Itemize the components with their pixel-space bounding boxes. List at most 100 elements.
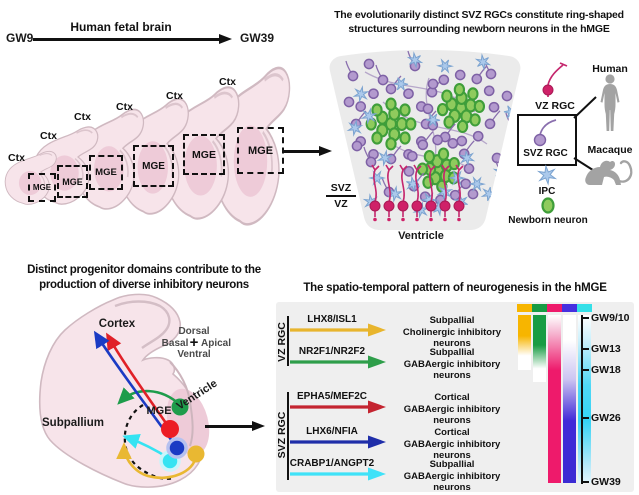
human-silhouette-icon <box>600 74 620 131</box>
mge-cell-diagram <box>329 50 521 230</box>
cortex-label: Cortex <box>98 318 136 330</box>
progenitor-domain-diagram <box>38 293 210 488</box>
tick-label-gw26: GW26 <box>591 412 621 424</box>
panel-bl-title: Distinct progenitor domains contribute t… <box>4 263 284 292</box>
gestation-timeline <box>581 315 584 484</box>
panel-bl-title-line1: Distinct progenitor domains contribute t… <box>27 264 261 276</box>
tick-label-gw9-10: GW9/10 <box>591 312 630 324</box>
yellow-migration-arrow <box>116 442 198 480</box>
svz-vz-axis-label: SVZ VZ <box>326 182 356 210</box>
tick-label-gw18: GW18 <box>591 364 621 376</box>
svz-rgc-legend-label: SVZ RGC <box>523 148 568 159</box>
mge-box-5: MGE <box>183 134 225 175</box>
red-migration-arrow <box>106 332 172 430</box>
compass-ventral-label: Ventral <box>177 349 211 360</box>
vz-label: VZ <box>334 198 348 210</box>
macaque-silhouette-icon <box>585 160 633 185</box>
tl-to-tr-arrowhead-icon <box>319 145 332 156</box>
panel-tl-title: Human fetal brain <box>70 20 172 34</box>
gene-label-nr2f1-nr2f2: NR2F1/NR2F2 <box>298 346 366 357</box>
panel-br-title: The spatio-temporal pattern of neurogene… <box>303 282 607 294</box>
yellow-progenitor-dot <box>187 445 205 463</box>
bar-header-nr2f1 <box>532 304 547 312</box>
newborn-neuron-legend-label: Newborn neuron <box>508 215 588 226</box>
vz-rgc-icon <box>542 62 568 97</box>
panel-tr-title-line2: structures surrounding newborn neurons i… <box>348 23 610 35</box>
human-label: Human <box>592 63 628 75</box>
blue-progenitor-dot <box>166 437 188 459</box>
tick-label-gw13: GW13 <box>591 343 621 355</box>
mge-box-6: MGE <box>237 127 284 174</box>
gene-arrow-green-icon <box>290 355 386 369</box>
tick-gw9-10 <box>583 317 589 319</box>
target-neurons-row3: Cortical GABAergic inhibitory neurons <box>403 392 501 426</box>
mge-box-1: MGE <box>28 173 56 202</box>
bar-header-epha5 <box>547 304 562 312</box>
tick-gw13 <box>583 348 589 350</box>
mge-box-4: MGE <box>133 145 174 187</box>
ctx-label-1: Ctx <box>8 152 25 164</box>
gene-arrow-red-icon <box>290 400 386 414</box>
bl-to-br-arrow-shaft <box>205 425 253 428</box>
gene-label-lhx8-isl1: LHX8/ISL1 <box>307 314 357 325</box>
svz-rgc-zoom-box <box>517 114 577 166</box>
gene-arrow-blue-icon <box>290 435 386 449</box>
gene-arrow-cyan-icon <box>290 467 386 481</box>
tick-gw18 <box>583 369 589 371</box>
compass-apical-label: Apical <box>200 338 231 349</box>
gene-label-crabp1-angpt2: CRABP1/ANGPT2 <box>289 458 375 469</box>
ipc-icon <box>536 164 558 186</box>
svz-rgc-bracket <box>287 392 290 480</box>
vz-rgc-bracket <box>287 316 290 366</box>
green-progenitor-dot <box>171 398 189 416</box>
tick-gw39 <box>583 481 589 483</box>
bar-header-crabp1 <box>577 304 592 312</box>
macaque-label: Macaque <box>587 144 633 156</box>
ctx-label-3: Ctx <box>74 111 91 123</box>
svz-rgc-icon <box>533 119 557 147</box>
gw39-label: GW39 <box>240 31 275 45</box>
expression-bar-lhx6 <box>563 315 576 483</box>
neurogenesis-pattern-panel: VZ RGC SVZ RGC LHX8/ISL1 Subpallial Chol… <box>276 302 634 493</box>
vz-rgc-legend-label: VZ RGC <box>535 100 575 112</box>
gene-arrow-yellow-icon <box>290 323 386 337</box>
bar-header-lhx8 <box>517 304 532 312</box>
target-neurons-row5: Subpallial GABAergic inhibitory neurons <box>403 459 501 493</box>
target-neurons-row1: Subpallial Cholinergic inhibitory neuron… <box>402 315 502 349</box>
compass-basal-label: Basal <box>161 338 189 349</box>
ventricle-label-tr: Ventricle <box>398 230 444 242</box>
newborn-neuron-icon <box>541 197 555 214</box>
gene-label-epha5-mef2c: EPHA5/MEF2C <box>296 391 367 402</box>
svz-label: SVZ <box>326 182 356 197</box>
expression-bar-nr2f1 <box>533 315 546 382</box>
mge-box-2: MGE <box>57 165 88 198</box>
expression-bar-crabp1 <box>578 315 591 483</box>
tl-to-tr-arrow-shaft <box>284 150 320 153</box>
panel-tr-title-line1: The evolutionarily distinct SVZ RGCs con… <box>334 9 624 21</box>
mge-box-3: MGE <box>89 155 123 190</box>
panel-bl-title-line2: production of diverse inhibitory neurons <box>39 278 249 291</box>
subpallium-label: Subpallium <box>42 417 104 429</box>
target-neurons-row4: Cortical GABAergic inhibitory neurons <box>403 427 501 461</box>
ctx-label-5: Ctx <box>166 90 183 102</box>
ctx-label-4: Ctx <box>116 101 133 113</box>
tick-gw26 <box>583 417 589 419</box>
gw9-label: GW9 <box>6 31 34 45</box>
ctx-label-6: Ctx <box>219 76 236 88</box>
ctx-label-2: Ctx <box>40 130 57 142</box>
bar-header-lhx6 <box>562 304 577 312</box>
expression-bar-lhx8 <box>518 315 531 370</box>
red-progenitor-dot <box>161 420 179 438</box>
gene-label-lhx6-nfia: LHX6/NFIA <box>306 426 358 437</box>
bl-to-br-arrowhead-icon <box>252 420 265 431</box>
expression-bar-epha5 <box>548 315 561 483</box>
target-neurons-row2: Subpallial GABAergic inhibitory neurons <box>403 347 501 381</box>
timeline-arrowhead-icon <box>219 33 232 44</box>
panel-tr-title: The evolutionarily distinct SVZ RGCs con… <box>321 8 637 36</box>
mge-label-bl: MGE <box>146 405 172 417</box>
compass-dorsal-label: Dorsal <box>178 326 210 337</box>
tick-label-gw39: GW39 <box>591 476 621 488</box>
compass-plus-icon: + <box>189 334 199 351</box>
ipc-legend-label: IPC <box>538 186 556 197</box>
